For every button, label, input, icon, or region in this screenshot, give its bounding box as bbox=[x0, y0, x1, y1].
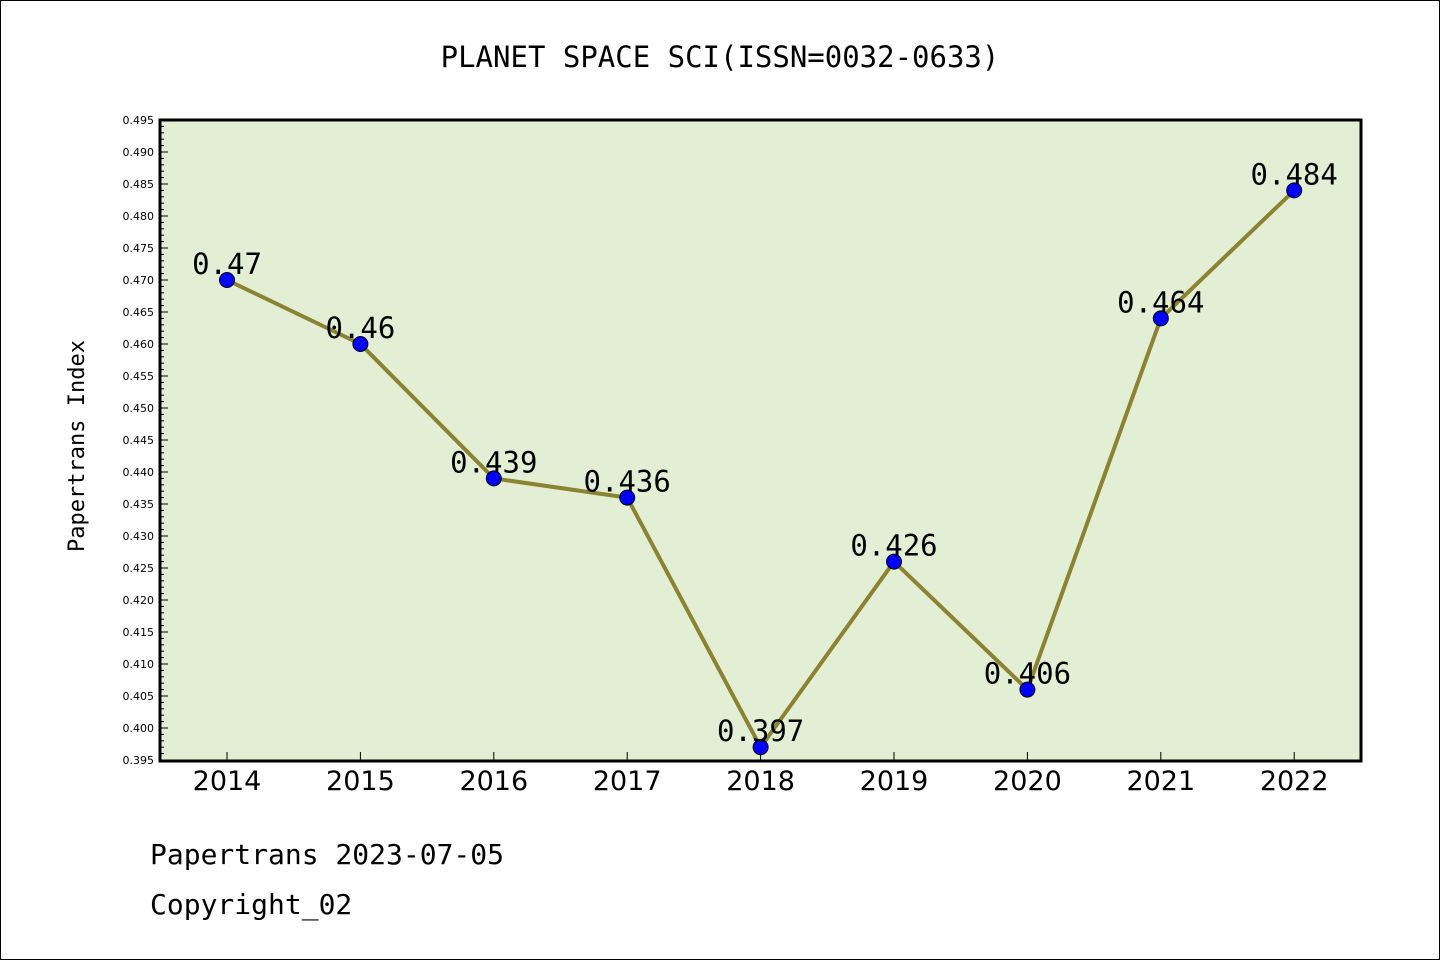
y-tick-label: 0.400 bbox=[123, 722, 155, 735]
x-tick-label: 2015 bbox=[326, 766, 395, 797]
chart-title: PLANET SPACE SCI(ISSN=0032-0633) bbox=[441, 40, 1000, 74]
x-tick-label: 2017 bbox=[593, 766, 662, 797]
data-label: 0.464 bbox=[1117, 285, 1204, 319]
data-label: 0.439 bbox=[450, 445, 537, 479]
data-label: 0.406 bbox=[984, 657, 1071, 691]
y-tick-label: 0.430 bbox=[123, 530, 155, 543]
y-tick-label: 0.405 bbox=[123, 690, 155, 703]
x-tick-label: 2019 bbox=[860, 766, 929, 797]
data-label: 0.436 bbox=[584, 465, 671, 499]
x-tick-label: 2022 bbox=[1260, 766, 1329, 797]
data-label: 0.426 bbox=[850, 529, 937, 563]
data-label: 0.484 bbox=[1251, 157, 1338, 191]
data-point bbox=[1286, 182, 1303, 199]
y-tick-label: 0.470 bbox=[123, 274, 155, 287]
y-tick-label: 0.410 bbox=[123, 658, 155, 671]
data-point bbox=[219, 272, 235, 288]
y-tick-label: 0.495 bbox=[123, 114, 155, 127]
y-tick-label: 0.435 bbox=[123, 498, 155, 511]
data-labels: 0.47 0.46 0.439 0.436 0.397 0.426 0.406 0.464 0.… bbox=[192, 157, 1338, 748]
data-point bbox=[1019, 681, 1036, 698]
y-tick-label: 0.445 bbox=[123, 434, 155, 447]
y-tick-label: 0.455 bbox=[123, 370, 155, 383]
y-axis-label: Papertrans Index bbox=[65, 340, 90, 552]
y-axis: 0.395 0.400 0.405 0.410 0.415 0.420 0.425 0.430… bbox=[123, 114, 168, 767]
x-tick-label: 2020 bbox=[993, 766, 1062, 797]
data-point bbox=[485, 470, 502, 487]
data-series bbox=[219, 182, 1303, 756]
x-tick-label: 2016 bbox=[459, 766, 528, 797]
data-point bbox=[1152, 310, 1169, 327]
footer-copyright: Copyright_02 bbox=[150, 888, 352, 922]
y-tick-label: 0.440 bbox=[123, 466, 155, 479]
data-point bbox=[886, 553, 902, 570]
y-tick-label: 0.465 bbox=[123, 306, 155, 319]
data-point bbox=[352, 336, 369, 352]
data-point bbox=[619, 489, 636, 506]
data-point bbox=[752, 739, 769, 756]
plot-area bbox=[158, 118, 1363, 763]
y-tick-label: 0.415 bbox=[123, 626, 155, 639]
data-label: 0.397 bbox=[717, 714, 804, 748]
x-axis: 2014 2015 2016 2017 2018 2019 2020 2021 2022 bbox=[193, 752, 1329, 797]
footer-date: Papertrans 2023-07-05 bbox=[150, 838, 504, 871]
x-tick-label: 2021 bbox=[1126, 766, 1195, 797]
y-tick-label: 0.475 bbox=[123, 242, 155, 255]
x-tick-label: 2014 bbox=[193, 766, 262, 797]
data-label: 0.46 bbox=[325, 311, 395, 345]
y-tick-label: 0.395 bbox=[123, 754, 155, 767]
x-tick-label: 2018 bbox=[726, 766, 795, 797]
y-tick-label: 0.490 bbox=[123, 146, 155, 159]
y-tick-label: 0.425 bbox=[123, 562, 155, 575]
y-tick-label: 0.485 bbox=[123, 178, 155, 191]
y-tick-label: 0.460 bbox=[123, 338, 155, 351]
data-label: 0.47 bbox=[192, 247, 262, 281]
y-tick-label: 0.420 bbox=[123, 594, 155, 607]
y-tick-label: 0.450 bbox=[123, 402, 155, 415]
y-tick-label: 0.480 bbox=[123, 210, 155, 223]
